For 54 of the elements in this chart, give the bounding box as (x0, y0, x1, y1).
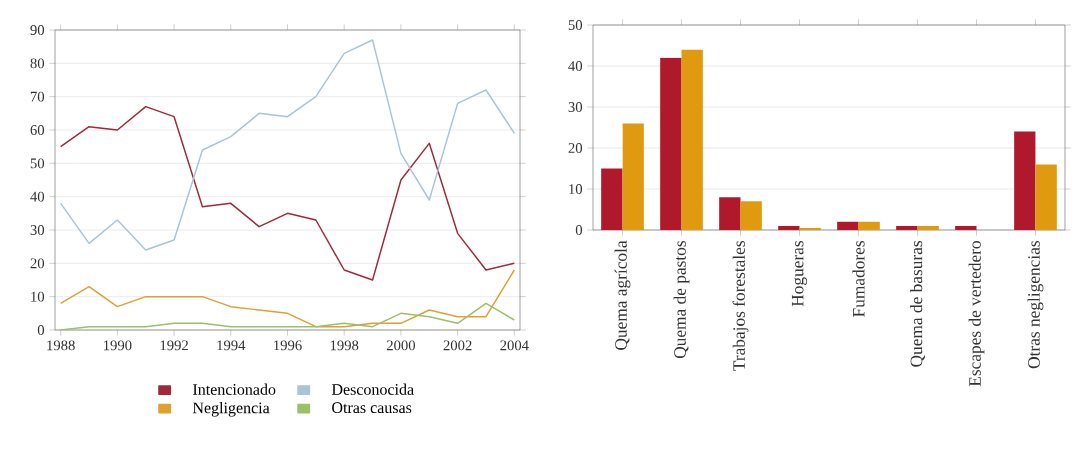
x-tick-label: Trabajos forestales (732, 241, 749, 371)
x-tick-label: Quema agrícola (614, 240, 631, 350)
x-tick-label: 1988 (47, 340, 75, 351)
bar (660, 57, 682, 230)
x-tick-label: Quema de basuras (910, 241, 925, 367)
bar (719, 197, 741, 230)
bar (622, 123, 644, 230)
bar (955, 225, 977, 230)
y-tick-label: 30 (30, 225, 45, 235)
x-tick-label: Hogueras (791, 241, 808, 307)
x-tick-label: 2002 (443, 340, 472, 351)
x-tick-label: 2000 (386, 340, 416, 351)
bar (858, 221, 880, 230)
x-tick-label: 1996 (274, 340, 302, 351)
y-tick-label: 90 (30, 25, 45, 35)
y-tick-label: 60 (30, 125, 45, 135)
bar (601, 168, 623, 230)
y-tick-label: 30 (568, 102, 583, 112)
y-tick-label: 0 (575, 225, 583, 235)
line-series (59, 39, 516, 251)
y-tick-label: 20 (568, 143, 583, 153)
y-tick-label: 10 (31, 291, 45, 302)
y-tick-label: 50 (30, 158, 45, 169)
legend-label: Negligencia (192, 402, 270, 417)
y-tick-label: 80 (30, 58, 45, 69)
bar (896, 225, 918, 230)
legend-label: Otras causas (332, 402, 412, 414)
x-tick-label: Fumadores (852, 241, 865, 317)
bar (917, 225, 939, 230)
x-tick-label: Otras negligencias (1027, 241, 1044, 369)
legend-label: Desconocida (331, 383, 414, 395)
y-tick-label: 20 (30, 258, 45, 269)
bar (1014, 131, 1036, 230)
x-tick-label: 1990 (104, 340, 132, 351)
bar (1035, 164, 1057, 230)
bar (799, 227, 821, 230)
y-tick-label: 40 (30, 191, 45, 202)
y-tick-label: 0 (37, 325, 45, 335)
x-tick-label: Quema de pastos (673, 241, 690, 359)
bar (778, 225, 800, 230)
bar (740, 201, 762, 230)
bar (681, 49, 703, 230)
x-tick-label: 1992 (160, 340, 188, 351)
x-tick-label: Escapes de vertedero (968, 241, 985, 387)
x-tick-label: 1998 (330, 340, 359, 351)
bar (837, 221, 859, 230)
line-series (59, 105, 516, 281)
y-tick-label: 50 (568, 20, 583, 30)
y-tick-label: 40 (568, 61, 583, 71)
y-tick-label: 70 (30, 91, 45, 102)
x-tick-label: 2004 (500, 340, 529, 351)
y-tick-label: 10 (569, 184, 583, 194)
x-tick-label: 1994 (217, 340, 246, 351)
legend-label: Intencionado (193, 383, 276, 395)
